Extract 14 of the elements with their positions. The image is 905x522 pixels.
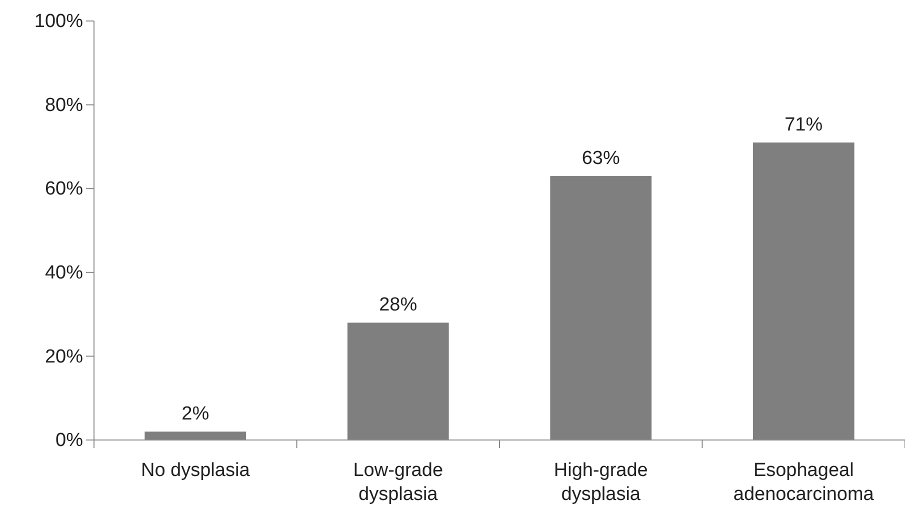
x-tick-label: Esophageal adenocarcinoma (733, 460, 874, 505)
x-tick-label: No dysplasia (140, 460, 250, 481)
y-tick-label: 20% (44, 346, 84, 368)
data-label: 63% (582, 148, 620, 170)
data-label: 2% (182, 404, 210, 425)
y-tick-label: 0% (56, 430, 84, 452)
x-tick-label: High-grade dysplasia (554, 460, 648, 505)
y-tick-label: 40% (44, 262, 84, 284)
x-tick-label: Low-grade dysplasia (353, 460, 444, 505)
y-tick-label: 100% (34, 11, 84, 32)
data-label: 71% (784, 114, 823, 136)
y-tick-label: 60% (44, 178, 84, 200)
y-tick-label: 80% (44, 94, 84, 116)
data-label: 28% (379, 294, 418, 316)
